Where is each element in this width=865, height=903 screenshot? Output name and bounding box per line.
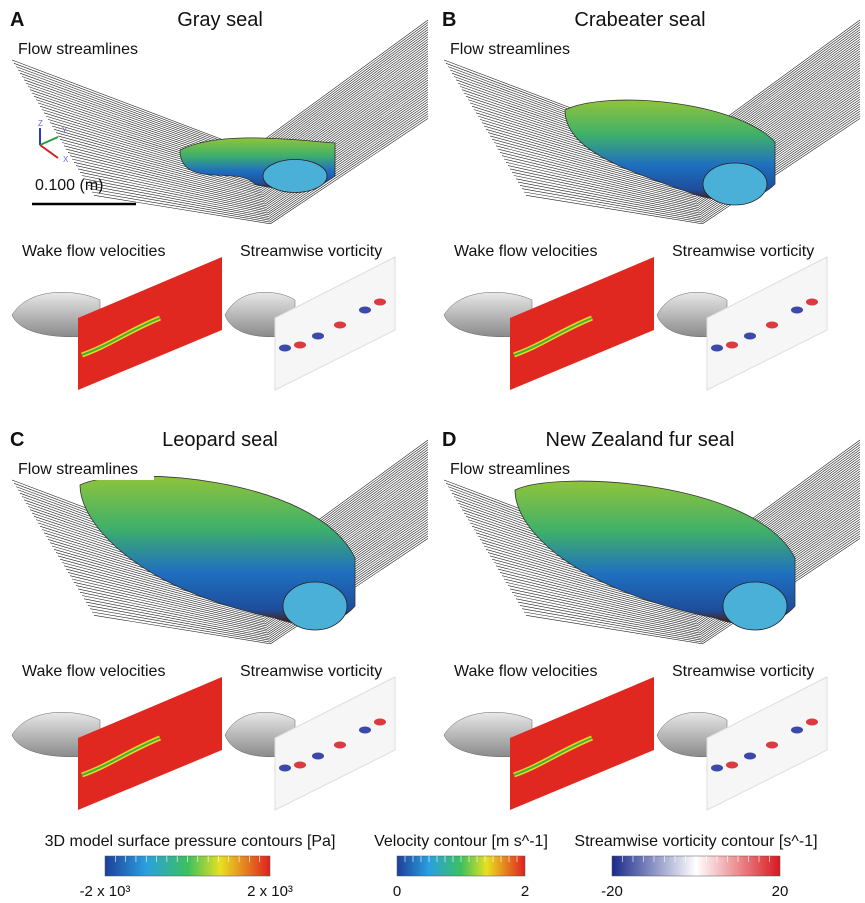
panel: D New Zealand fur seal Flow streamlines Wak… bbox=[442, 429, 860, 810]
colorbar-tick: 2 x 10³ bbox=[247, 883, 293, 900]
vortex bbox=[791, 307, 803, 314]
streamlines-label: Flow streamlines bbox=[18, 41, 138, 58]
streamlines-label: Flow streamlines bbox=[450, 461, 570, 478]
vortex bbox=[279, 345, 291, 352]
figure: A Gray seal Flow streamlines Wake flow velo… bbox=[0, 0, 865, 903]
vortex bbox=[726, 342, 738, 349]
vortex bbox=[334, 742, 346, 749]
panel-letter: B bbox=[442, 9, 456, 31]
panel-title: New Zealand fur seal bbox=[546, 429, 735, 451]
vortex bbox=[359, 307, 371, 314]
vorticity-label: Streamwise vorticity bbox=[672, 243, 814, 260]
vortex bbox=[334, 322, 346, 329]
streamlines-label: Flow streamlines bbox=[18, 461, 138, 478]
wake-label: Wake flow velocities bbox=[22, 663, 165, 680]
vortex bbox=[726, 762, 738, 769]
colorbar-title: 3D model surface pressure contours [Pa] bbox=[45, 833, 336, 850]
panel-title: Crabeater seal bbox=[574, 9, 705, 31]
vortex bbox=[294, 342, 306, 349]
vorticity-label: Streamwise vorticity bbox=[672, 663, 814, 680]
colorbar-title: Velocity contour [m s^-1] bbox=[374, 833, 548, 850]
vortex bbox=[711, 765, 723, 772]
axis-label: Z bbox=[38, 119, 43, 128]
wake-label: Wake flow velocities bbox=[22, 243, 165, 260]
vortex bbox=[766, 742, 778, 749]
vorticity-label: Streamwise vorticity bbox=[240, 663, 382, 680]
scale-label: 0.100 (m) bbox=[35, 177, 103, 194]
streamlines-label: Flow streamlines bbox=[450, 41, 570, 58]
vortex bbox=[359, 727, 371, 734]
vortex bbox=[806, 299, 818, 306]
seal-end bbox=[263, 160, 327, 193]
panel-letter: D bbox=[442, 429, 456, 451]
vortex bbox=[374, 719, 386, 726]
axis-label: X bbox=[63, 155, 69, 164]
colorbar-tick: -20 bbox=[601, 883, 623, 900]
colorbar-tick: -2 x 10³ bbox=[80, 883, 131, 900]
panel: C Leopard seal Flow streamlines Wake flow v… bbox=[10, 429, 428, 810]
vortex bbox=[312, 333, 324, 340]
vortex bbox=[744, 753, 756, 760]
wake-label: Wake flow velocities bbox=[454, 663, 597, 680]
panel-letter: A bbox=[10, 9, 24, 31]
vortex bbox=[806, 719, 818, 726]
vortex bbox=[279, 765, 291, 772]
vortex bbox=[791, 727, 803, 734]
vortex bbox=[374, 299, 386, 306]
colorbar-tick: 20 bbox=[772, 883, 789, 900]
colorbar-tick: 0 bbox=[393, 883, 401, 900]
seal-end bbox=[723, 582, 787, 630]
wake-label: Wake flow velocities bbox=[454, 243, 597, 260]
panel-letter: C bbox=[10, 429, 24, 451]
seal-end bbox=[703, 163, 767, 205]
panel-title: Leopard seal bbox=[162, 429, 278, 451]
axis-arrow bbox=[40, 137, 58, 145]
axis-arrow bbox=[40, 145, 58, 158]
vortex bbox=[766, 322, 778, 329]
vortex bbox=[294, 762, 306, 769]
vortex bbox=[312, 753, 324, 760]
panel-title: Gray seal bbox=[177, 9, 263, 31]
vortex bbox=[744, 333, 756, 340]
axis-label: Y bbox=[62, 126, 68, 135]
vortex bbox=[711, 345, 723, 352]
colorbar-title: Streamwise vorticity contour [s^-1] bbox=[574, 833, 817, 850]
seal-end bbox=[283, 582, 347, 630]
panel: A Gray seal Flow streamlines Wake flow velo… bbox=[10, 9, 428, 390]
vorticity-label: Streamwise vorticity bbox=[240, 243, 382, 260]
colorbar-tick: 2 bbox=[521, 883, 529, 900]
